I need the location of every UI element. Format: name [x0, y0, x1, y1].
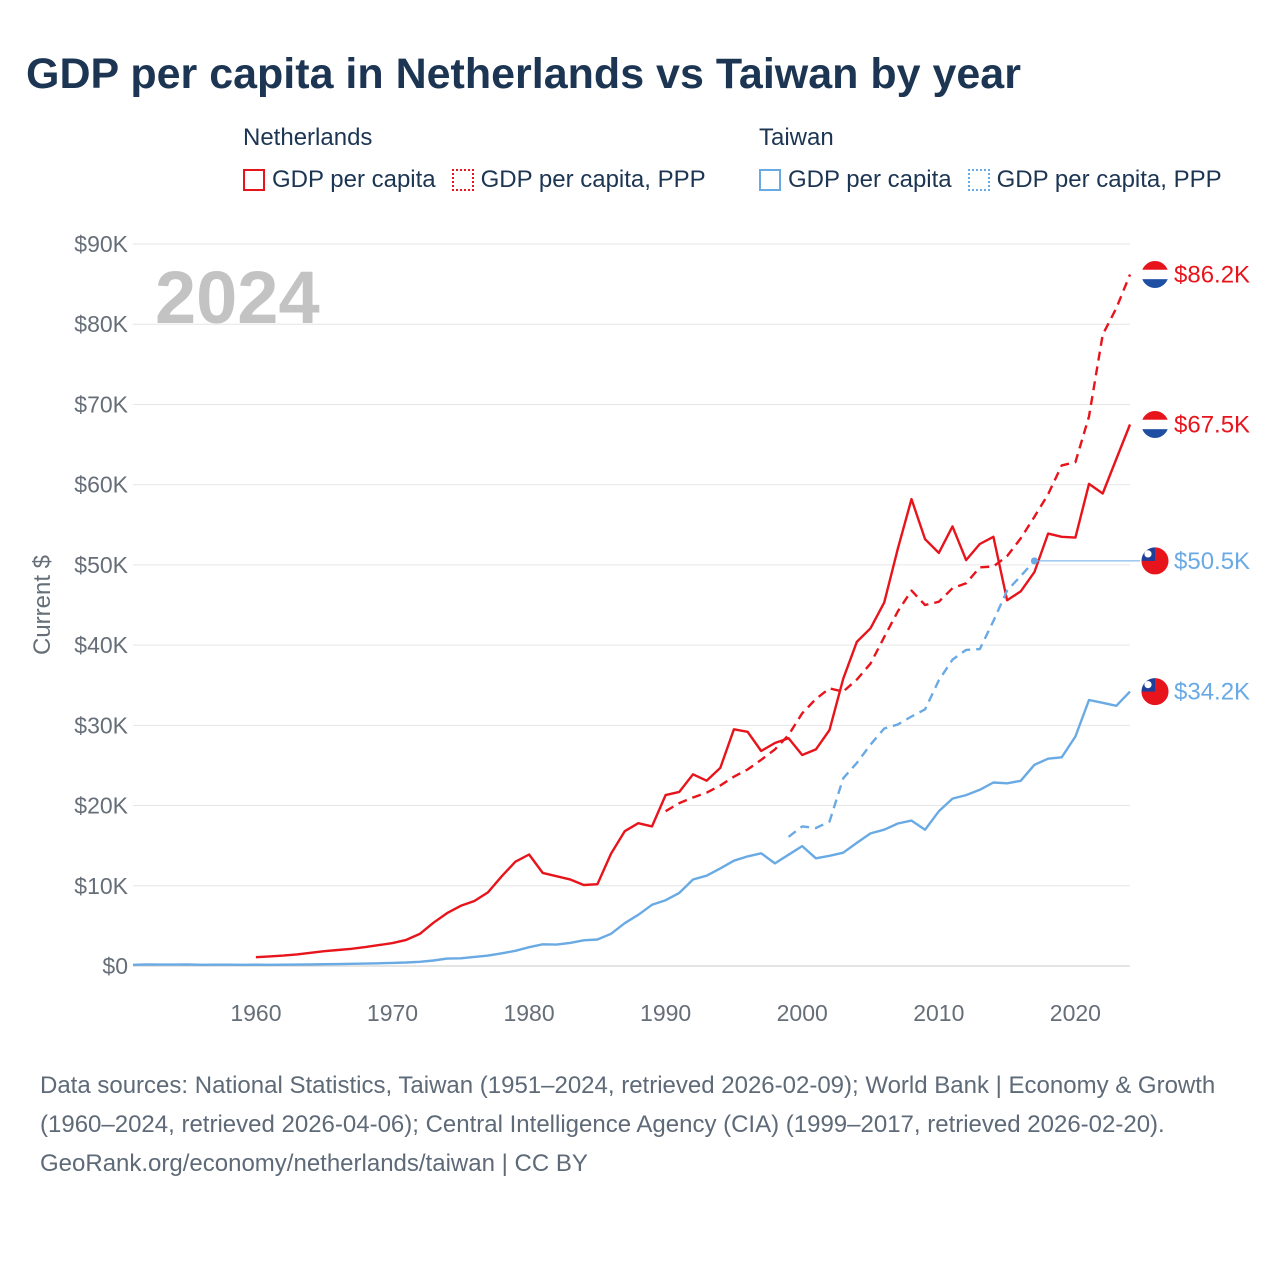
series-lines	[132, 274, 1132, 966]
x-tick-label: 2000	[777, 1000, 828, 1026]
legend-group-title: Taiwan	[759, 124, 834, 151]
legend-group-title: Netherlands	[243, 124, 373, 151]
x-tick-label: 2010	[913, 1000, 964, 1026]
legend-group-netherlands: Netherlands GDP per capita GDP per capit…	[243, 124, 722, 194]
y-tick-label: $30K	[74, 712, 128, 738]
y-tick-label: $10K	[74, 873, 128, 899]
y-axis-ticks: $0 $10K $20K $30K $40K $50K $60K $70K $80K $90K	[74, 231, 128, 979]
flag-stripe	[1141, 429, 1169, 439]
legend-item-netherlands-gdp[interactable]: GDP per capita	[243, 166, 436, 194]
x-tick-label: 1960	[230, 1000, 281, 1026]
y-tick-label: $70K	[74, 391, 128, 417]
flag-stripe	[1141, 279, 1169, 289]
y-tick-label: $0	[102, 953, 128, 979]
series-line-netherlands-gdp-per-capita-ppp	[664, 274, 1132, 813]
legend-item-netherlands-gdp-ppp[interactable]: GDP per capita, PPP	[451, 166, 706, 194]
footer: Data sources: National Statistics, Taiwa…	[40, 1066, 1230, 1183]
year-watermark: 2024	[155, 256, 320, 339]
legend-swatch	[451, 169, 474, 191]
series-line-taiwan-gdp-per-capita-ppp	[787, 560, 1036, 838]
gridlines	[133, 243, 1130, 967]
line-chart: 2024 $0$10K$20K$30K$40K$50K$60K$70K$80K$…	[29, 231, 1250, 1026]
legend-item-taiwan-gdp-ppp[interactable]: GDP per capita, PPP	[967, 166, 1222, 194]
flag-stripe	[1141, 260, 1169, 270]
flag-ring	[1140, 677, 1170, 707]
data-sources: Data sources: National Statistics, Taiwa…	[40, 1072, 1216, 1138]
legend-label: GDP per capita	[272, 166, 436, 193]
y-tick-label: $40K	[74, 632, 128, 658]
y-tick-label: $90K	[74, 231, 128, 257]
attribution-link[interactable]: GeoRank.org/economy/netherlands/taiwan |…	[40, 1150, 588, 1177]
flag-icon	[1140, 410, 1170, 439]
end-value-label: $86.2K	[1174, 261, 1250, 288]
y-axis-label: Current $	[29, 555, 56, 655]
x-tick-label: 1980	[503, 1000, 554, 1026]
flag-sun	[1144, 681, 1152, 689]
legend-group-taiwan: Taiwan GDP per capita GDP per capita, PP…	[759, 124, 1238, 194]
legend-label: GDP per capita, PPP	[996, 166, 1222, 193]
y-tick-label: $60K	[74, 472, 128, 498]
flag-icon	[1140, 546, 1170, 576]
end-value-label: $34.2K	[1174, 679, 1250, 706]
legend-label: GDP per capita	[788, 166, 952, 193]
legend-item-taiwan-gdp[interactable]: GDP per capita	[759, 166, 952, 194]
flag-sun	[1144, 550, 1152, 558]
series-end-labels: $67.5K $86.2K $34.2K $50.5K	[1030, 260, 1250, 707]
y-tick-label: $80K	[74, 311, 128, 337]
flag-stripe	[1141, 269, 1169, 280]
legend-swatch	[967, 169, 990, 191]
y-tick-label: $50K	[74, 552, 128, 578]
legend-swatch	[759, 169, 781, 191]
flag-icon	[1140, 677, 1170, 707]
series-line-netherlands-gdp-per-capita	[255, 424, 1132, 959]
x-tick-label: 1990	[640, 1000, 691, 1026]
x-axis-ticks: 1960 1970 1980 1990 2000 2010 2020	[230, 1000, 1101, 1026]
legend-swatch	[243, 169, 265, 191]
chart-title: GDP per capita in Netherlands vs Taiwan …	[26, 50, 1021, 98]
flag-ring	[1140, 410, 1170, 439]
flag-ring	[1140, 260, 1170, 289]
x-tick-label: 2020	[1050, 1000, 1101, 1026]
x-tick-label: 1970	[367, 1000, 418, 1026]
end-value-label: $50.5K	[1174, 548, 1250, 575]
flag-ring	[1140, 546, 1170, 576]
y-tick-label: $20K	[74, 793, 128, 819]
legend-label: GDP per capita, PPP	[480, 166, 706, 193]
series-line-taiwan-gdp-per-capita	[132, 690, 1131, 966]
flag-stripe	[1141, 410, 1169, 420]
flag-icon	[1140, 260, 1170, 289]
flag-stripe	[1141, 419, 1169, 430]
end-value-label: $67.5K	[1174, 412, 1250, 439]
